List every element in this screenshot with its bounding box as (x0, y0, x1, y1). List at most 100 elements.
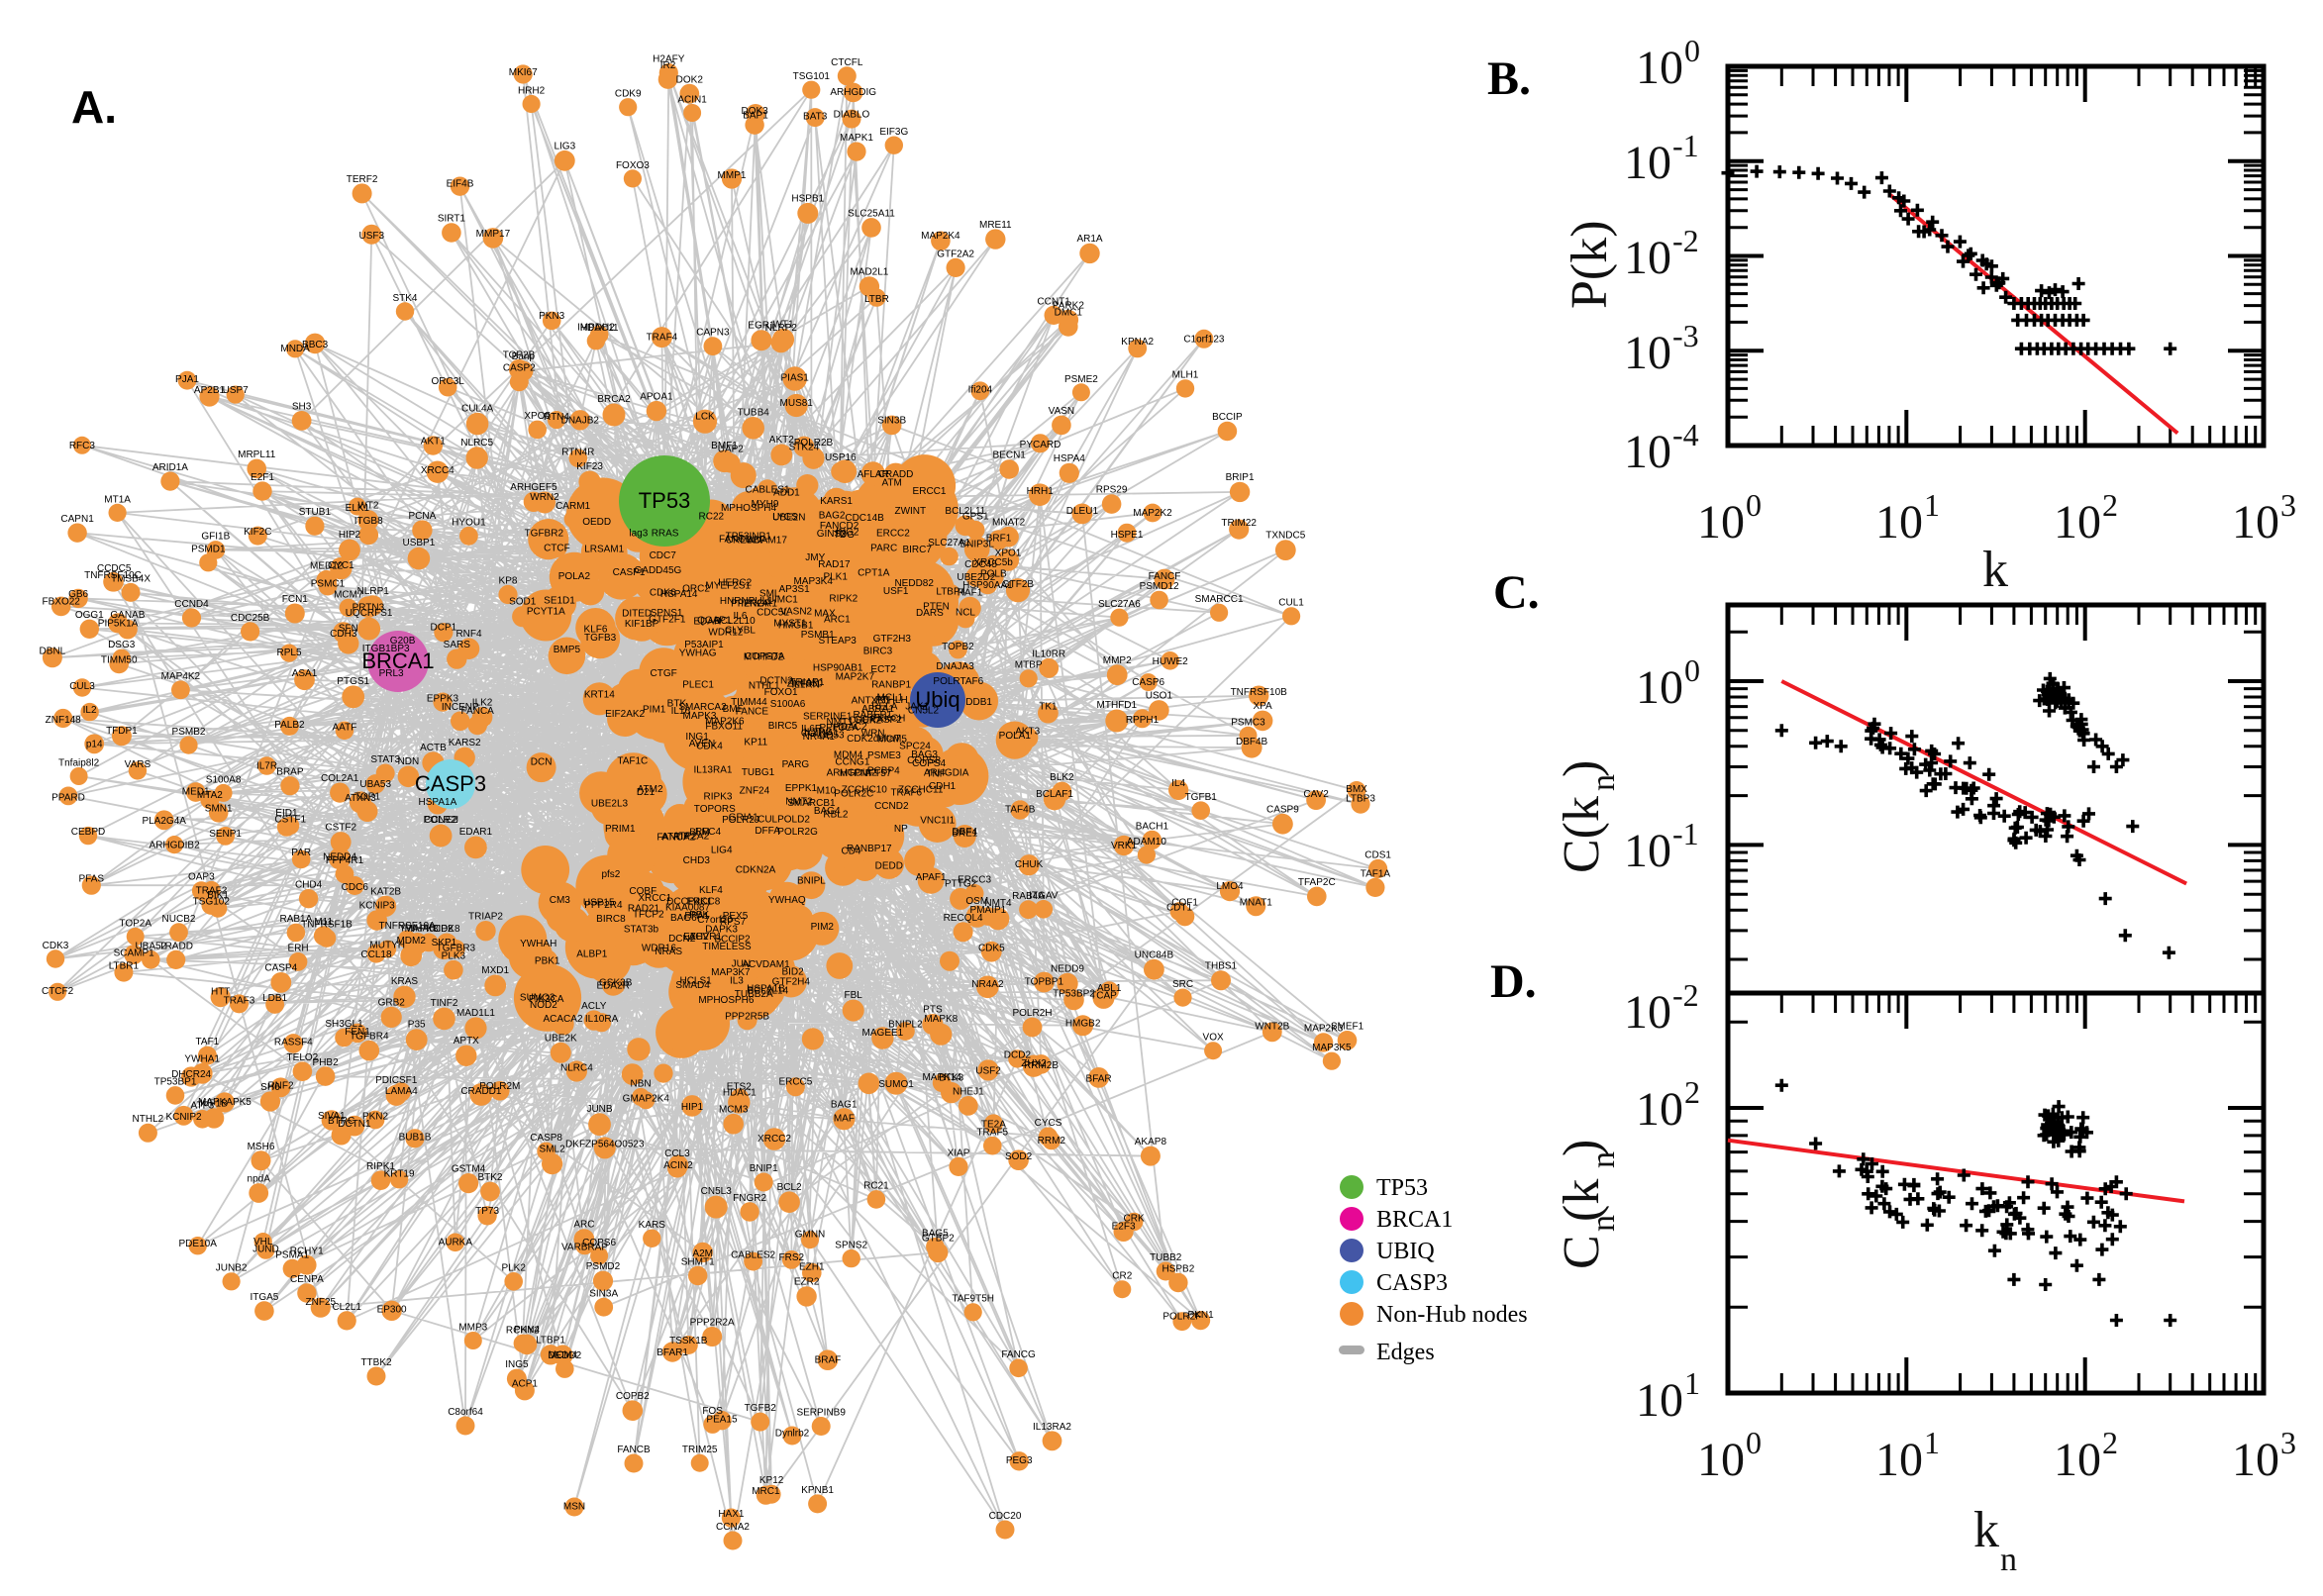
svg-text:ADAM17: ADAM17 (748, 535, 787, 546)
svg-text:ACP1: ACP1 (512, 1379, 539, 1390)
svg-text:XRCC4: XRCC4 (421, 465, 454, 476)
svg-text:HYOU1: HYOU1 (452, 517, 486, 528)
svg-text:JUNB2: JUNB2 (216, 1263, 248, 1274)
svg-text:GMNN: GMNN (795, 1230, 826, 1241)
svg-text:GB6: GB6 (68, 589, 88, 600)
svg-text:TNFRSF10B: TNFRSF10B (1231, 687, 1288, 698)
svg-text:UBE2K: UBE2K (545, 1033, 577, 1044)
svg-text:UBE2D2: UBE2D2 (957, 572, 995, 583)
svg-text:AATF: AATF (332, 723, 356, 734)
svg-text:LCK: LCK (695, 411, 715, 422)
svg-text:DSG3: DSG3 (108, 640, 136, 650)
svg-text:CHEK2: CHEK2 (849, 716, 882, 727)
svg-text:WT2: WT2 (357, 501, 379, 512)
svg-text:VOX: VOX (1203, 1033, 1224, 1044)
svg-text:DFFA: DFFA (755, 826, 780, 837)
svg-text:COPS4: COPS4 (912, 758, 946, 769)
svg-text:CUL1: CUL1 (1278, 598, 1304, 609)
svg-text:CDH1: CDH1 (929, 781, 957, 792)
svg-text:SUMO1: SUMO1 (878, 1079, 914, 1090)
svg-text:TP53INP1: TP53INP1 (726, 532, 772, 543)
svg-text:SHMT1: SHMT1 (681, 1256, 715, 1267)
svg-text:D21: D21 (637, 787, 656, 798)
svg-text:BCLAF1: BCLAF1 (1036, 789, 1073, 800)
svg-text:DBF4B: DBF4B (1236, 737, 1268, 748)
svg-text:TFCP2: TFCP2 (633, 909, 664, 920)
svg-text:B.: B. (1487, 52, 1531, 105)
svg-text:MYST1: MYST1 (773, 618, 807, 629)
svg-text:CTCFL: CTCFL (831, 57, 863, 68)
svg-text:RIPK1: RIPK1 (366, 1161, 395, 1172)
svg-text:FOXO3: FOXO3 (616, 160, 650, 171)
svg-text:SLC27A1: SLC27A1 (928, 538, 970, 549)
svg-text:JUNB: JUNB (586, 1104, 612, 1115)
svg-text:RPS7: RPS7 (720, 917, 747, 928)
svg-text:BRAF: BRAF (815, 1355, 842, 1366)
svg-text:KPNB1: KPNB1 (801, 1485, 834, 1496)
svg-text:IL16: IL16 (671, 706, 691, 717)
svg-text:Non-Hub nodes: Non-Hub nodes (1376, 1302, 1528, 1328)
svg-text:FOXO1: FOXO1 (764, 687, 798, 698)
svg-text:PSMD2: PSMD2 (586, 1261, 621, 1272)
svg-text:RASSF4: RASSF4 (274, 1038, 313, 1048)
svg-text:MAP3K7: MAP3K7 (711, 967, 751, 978)
svg-text:GINS2: GINS2 (817, 529, 847, 540)
svg-text:CHD4: CHD4 (295, 880, 323, 891)
svg-text:CDH3: CDH3 (330, 629, 357, 640)
svg-text:RAF1: RAF1 (958, 587, 983, 598)
svg-text:DAPK3: DAPK3 (705, 925, 738, 936)
svg-text:Dynlrb2: Dynlrb2 (775, 1429, 810, 1440)
svg-text:-2: -2 (1672, 977, 1699, 1013)
svg-text:RCHY1: RCHY1 (290, 1246, 324, 1256)
svg-text:MAX: MAX (814, 608, 836, 619)
svg-text:ACIN1: ACIN1 (677, 95, 707, 106)
svg-text:k: k (1973, 1502, 1999, 1558)
svg-text:CDK5: CDK5 (978, 944, 1005, 954)
svg-text:DCTN1: DCTN1 (338, 1119, 371, 1130)
svg-text:ERH: ERH (287, 944, 308, 954)
svg-text:PDE10A: PDE10A (179, 1239, 218, 1249)
svg-text:C1orf123: C1orf123 (1183, 334, 1225, 345)
svg-text:PEG3: PEG3 (1006, 1455, 1033, 1466)
svg-text:UQCRFS1: UQCRFS1 (346, 608, 393, 619)
svg-text:FBXO11: FBXO11 (705, 721, 743, 732)
svg-text:ZNF350: ZNF350 (787, 678, 824, 689)
svg-text:FANCA: FANCA (461, 706, 495, 717)
svg-text:BRF1: BRF1 (986, 534, 1012, 545)
svg-text:YWHAH: YWHAH (520, 939, 556, 949)
svg-text:10: 10 (1624, 986, 1671, 1039)
svg-text:WNT2B: WNT2B (1255, 1022, 1289, 1033)
svg-text:TRAF4: TRAF4 (647, 333, 678, 344)
svg-text:FOS: FOS (702, 1406, 723, 1417)
svg-text:NDN: NDN (398, 756, 420, 767)
svg-text:A2M: A2M (692, 1248, 713, 1259)
svg-text:MNAT2: MNAT2 (992, 518, 1026, 529)
svg-text:LYCS: LYCS (772, 512, 798, 523)
svg-text:1: 1 (1924, 1425, 1940, 1460)
svg-text:SE1D1: SE1D1 (544, 596, 575, 607)
svg-text:SMN1: SMN1 (205, 804, 233, 815)
svg-text:BTK: BTK (667, 698, 687, 709)
svg-text:VASN2: VASN2 (780, 607, 812, 618)
svg-text:DCP1: DCP1 (431, 623, 457, 634)
svg-text:NTHL2: NTHL2 (133, 1114, 164, 1125)
svg-text:JMY: JMY (805, 552, 825, 563)
svg-text:SRC: SRC (1172, 979, 1193, 990)
svg-text:SKP1: SKP1 (432, 938, 457, 948)
svg-text:MTHFD2: MTHFD2 (744, 651, 784, 662)
svg-text:XRCC2: XRCC2 (758, 1134, 791, 1145)
svg-text:XIAP: XIAP (948, 1147, 970, 1158)
svg-text:TP53BP1: TP53BP1 (154, 1077, 197, 1088)
svg-text:GANAB: GANAB (110, 610, 145, 621)
svg-text:EZH1: EZH1 (799, 1261, 825, 1272)
svg-text:E2F3: E2F3 (1112, 1222, 1136, 1233)
svg-text:MT1A: MT1A (104, 494, 131, 505)
svg-text:Ubiq: Ubiq (915, 687, 960, 712)
svg-text:SMARCA2: SMARCA2 (678, 702, 727, 713)
svg-text:MYH9: MYH9 (752, 499, 779, 510)
svg-text:IL6: IL6 (734, 611, 748, 622)
svg-text:TDG: TDG (834, 530, 855, 541)
svg-text:UBIQ: UBIQ (1376, 1239, 1435, 1264)
svg-text:MTBP: MTBP (1015, 660, 1043, 671)
svg-text:p14: p14 (86, 739, 103, 749)
